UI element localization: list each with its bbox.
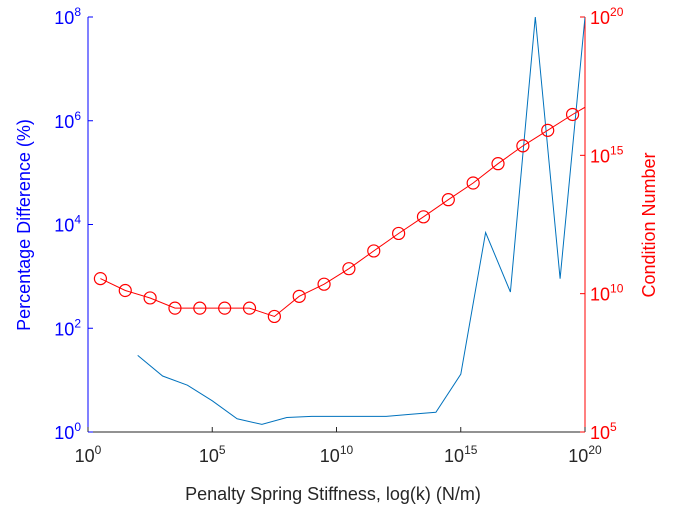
condition-number-marker	[267, 309, 281, 324]
condition-number-marker	[441, 193, 455, 207]
x-tick-label: 1010	[320, 443, 354, 466]
condition-number-marker	[218, 301, 232, 315]
condition-number-marker	[416, 210, 431, 224]
y-left-tick-label: 106	[54, 109, 81, 132]
condition-number-marker	[565, 107, 580, 122]
condition-number-line	[100, 106, 585, 318]
condition-number-marker	[392, 226, 406, 241]
condition-number-marker	[466, 176, 480, 190]
percentage-difference-line	[137, 17, 585, 425]
condition-number-marker	[292, 289, 306, 303]
condition-number-marker	[491, 157, 505, 171]
x-tick-label: 100	[75, 443, 102, 466]
y-right-tick-label: 1015	[590, 143, 624, 166]
condition-number-marker	[367, 244, 381, 258]
x-tick-label: 1020	[568, 443, 602, 466]
y-left-tick-label: 104	[54, 213, 81, 236]
x-tick-label: 105	[199, 443, 226, 466]
condition-number-marker	[143, 291, 157, 305]
condition-number-marker	[242, 301, 257, 315]
condition-number-marker	[168, 301, 182, 315]
condition-number-marker	[118, 283, 132, 298]
y-right-tick-label: 1020	[590, 5, 624, 28]
y-left-tick-label: 108	[54, 5, 81, 28]
condition-number-marker	[342, 262, 356, 276]
y-right-axis-title: Condition Number	[639, 152, 659, 297]
y-left-tick-label: 100	[54, 420, 81, 443]
x-tick-label: 1015	[444, 443, 478, 466]
y-left-tick-label: 102	[54, 316, 81, 339]
y-left-axis-title: Percentage Difference (%)	[14, 119, 34, 331]
condition-number-marker	[193, 301, 207, 315]
condition-number-marker	[93, 272, 108, 286]
plot-area: 100 105 1010 1015 1020 100 102 104 106 108 105 1010…	[54, 5, 623, 466]
condition-number-marker	[317, 277, 331, 291]
condition-number-marker	[541, 123, 555, 137]
y-right-tick-label: 105	[590, 420, 617, 443]
x-axis-title: Penalty Spring Stiffness, log(k) (N/m)	[185, 484, 481, 504]
y-right-tick-label: 1010	[590, 282, 624, 305]
condition-number-marker	[516, 139, 530, 153]
